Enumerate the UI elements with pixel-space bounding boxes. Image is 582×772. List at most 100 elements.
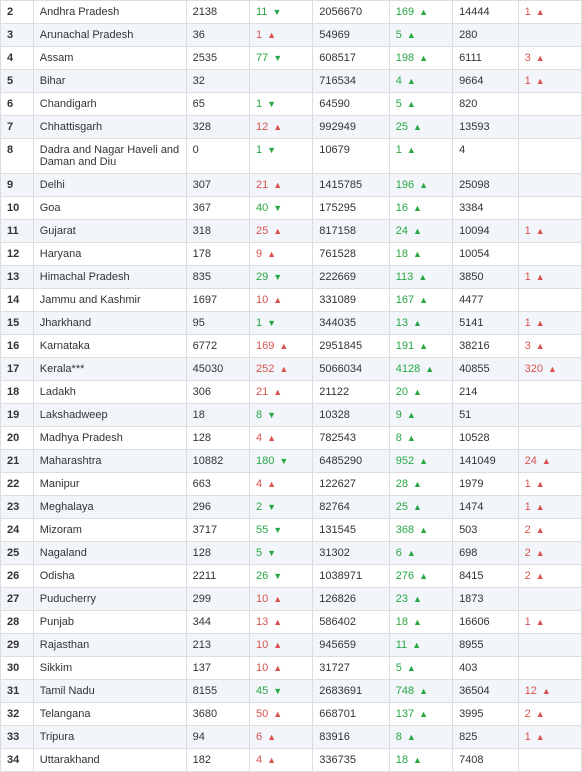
delta-dthd: 1 ▲ (518, 266, 581, 289)
delta-actd: 252 ▲ (249, 358, 312, 381)
cell-name: Karnataka (33, 335, 186, 358)
delta-actd: 4 ▲ (249, 427, 312, 450)
cell-cured: 1415785 (313, 174, 389, 197)
cell-cured: 131545 (313, 519, 389, 542)
delta-dthd: 320 ▲ (518, 358, 581, 381)
delta-dthd: 24 ▲ (518, 450, 581, 473)
delta-value: 40 (256, 202, 268, 214)
cell-sr: 22 (1, 473, 34, 496)
delta-dthd (518, 427, 581, 450)
cell-name: Andhra Pradesh (33, 1, 186, 24)
cell-sr: 13 (1, 266, 34, 289)
cell-deaths: 6111 (453, 47, 519, 70)
delta-value: 748 (396, 685, 414, 697)
cell-sr: 15 (1, 312, 34, 335)
cell-cured: 992949 (313, 116, 389, 139)
delta-actd: 169 ▲ (249, 335, 312, 358)
cell-name: Ladakh (33, 381, 186, 404)
cell-active: 0 (186, 139, 249, 174)
cell-sr: 28 (1, 611, 34, 634)
delta-curd: 20 ▲ (389, 381, 452, 404)
cell-cured: 6485290 (313, 450, 389, 473)
delta-dthd: 1 ▲ (518, 611, 581, 634)
delta-curd: 8 ▲ (389, 427, 452, 450)
delta-value: 113 (396, 271, 414, 283)
delta-value: 55 (256, 524, 268, 536)
delta-value: 25 (396, 121, 408, 133)
cell-active: 3680 (186, 703, 249, 726)
delta-dthd: 1 ▲ (518, 1, 581, 24)
delta-dthd (518, 634, 581, 657)
delta-actd: 9 ▲ (249, 243, 312, 266)
delta-value: 1 (525, 478, 531, 490)
delta-actd: 21 ▲ (249, 381, 312, 404)
delta-actd: 10 ▲ (249, 588, 312, 611)
delta-value: 9 (396, 409, 402, 421)
delta-curd: 5 ▲ (389, 93, 452, 116)
table-row: 2Andhra Pradesh213811 ▼2056670169 ▲14444… (1, 1, 582, 24)
cell-cured: 586402 (313, 611, 389, 634)
delta-dthd: 1 ▲ (518, 220, 581, 243)
delta-curd: 167 ▲ (389, 289, 452, 312)
cell-active: 663 (186, 473, 249, 496)
cell-cured: 761528 (313, 243, 389, 266)
cell-active: 32 (186, 70, 249, 93)
cell-deaths: 16606 (453, 611, 519, 634)
cell-sr: 14 (1, 289, 34, 312)
delta-value: 180 (256, 455, 274, 467)
delta-actd: 4 ▲ (249, 749, 312, 772)
delta-value: 11 (256, 6, 267, 18)
cell-sr: 9 (1, 174, 34, 197)
cell-sr: 2 (1, 1, 34, 24)
cell-name: Maharashtra (33, 450, 186, 473)
table-row: 16Karnataka6772169 ▲2951845191 ▲382163 ▲ (1, 335, 582, 358)
cell-active: 3717 (186, 519, 249, 542)
cell-name: Lakshadweep (33, 404, 186, 427)
delta-value: 1 (256, 98, 262, 110)
delta-value: 1 (525, 225, 531, 237)
cell-sr: 3 (1, 24, 34, 47)
cell-sr: 8 (1, 139, 34, 174)
delta-curd: 18 ▲ (389, 243, 452, 266)
delta-value: 8 (396, 432, 402, 444)
delta-value: 13 (256, 616, 268, 628)
cell-sr: 24 (1, 519, 34, 542)
cell-name: Uttarakhand (33, 749, 186, 772)
cell-sr: 34 (1, 749, 34, 772)
delta-value: 167 (396, 294, 414, 306)
cell-sr: 26 (1, 565, 34, 588)
delta-value: 77 (256, 52, 268, 64)
cell-cured: 331089 (313, 289, 389, 312)
delta-dthd: 12 ▲ (518, 680, 581, 703)
cell-cured: 10328 (313, 404, 389, 427)
delta-actd: 50 ▲ (249, 703, 312, 726)
cell-sr: 32 (1, 703, 34, 726)
delta-actd: 5 ▼ (249, 542, 312, 565)
delta-value: 4 (256, 432, 262, 444)
table-row: 7Chhattisgarh32812 ▲99294925 ▲13593 (1, 116, 582, 139)
cell-deaths: 141049 (453, 450, 519, 473)
delta-curd: 18 ▲ (389, 611, 452, 634)
cell-deaths: 825 (453, 726, 519, 749)
cell-cured: 336735 (313, 749, 389, 772)
cell-name: Manipur (33, 473, 186, 496)
delta-value: 8 (256, 409, 262, 421)
cell-cured: 82764 (313, 496, 389, 519)
cell-name: Dadra and Nagar Haveli and Daman and Diu (33, 139, 186, 174)
cell-deaths: 9664 (453, 70, 519, 93)
delta-value: 18 (396, 616, 408, 628)
delta-value: 50 (256, 708, 268, 720)
cell-cured: 31302 (313, 542, 389, 565)
delta-dthd: 2 ▲ (518, 519, 581, 542)
delta-actd: 21 ▲ (249, 174, 312, 197)
cell-active: 2211 (186, 565, 249, 588)
delta-value: 1 (256, 29, 262, 41)
cell-deaths: 13593 (453, 116, 519, 139)
delta-actd: 10 ▲ (249, 657, 312, 680)
delta-value: 198 (396, 52, 414, 64)
table-row: 11Gujarat31825 ▲81715824 ▲100941 ▲ (1, 220, 582, 243)
cell-active: 328 (186, 116, 249, 139)
cell-name: Meghalaya (33, 496, 186, 519)
delta-dthd: 1 ▲ (518, 496, 581, 519)
delta-actd: 29 ▼ (249, 266, 312, 289)
